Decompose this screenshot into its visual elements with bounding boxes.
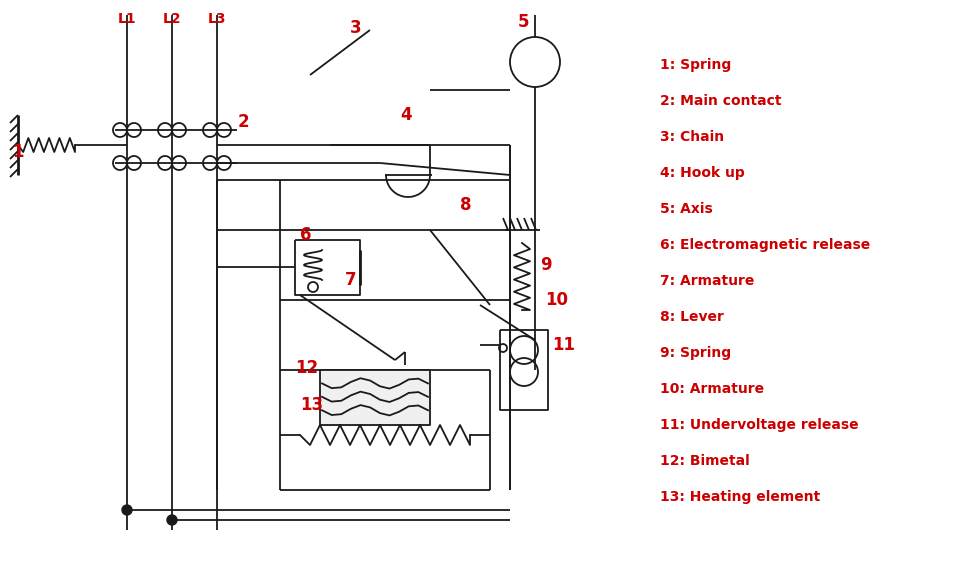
Circle shape	[122, 505, 132, 515]
Text: 3: 3	[350, 19, 362, 37]
Text: 6: 6	[300, 226, 311, 244]
Text: 10: 10	[545, 291, 568, 309]
Text: 7: Armature: 7: Armature	[660, 274, 754, 288]
Text: 5: Axis: 5: Axis	[660, 202, 713, 216]
Text: 3: Chain: 3: Chain	[660, 130, 724, 144]
Text: 6: Electromagnetic release: 6: Electromagnetic release	[660, 238, 870, 252]
Text: L3: L3	[208, 12, 227, 26]
Text: 1: 1	[12, 143, 23, 161]
Text: 11: 11	[552, 336, 575, 354]
Text: 7: 7	[345, 271, 357, 289]
Text: 4: Hook up: 4: Hook up	[660, 166, 744, 180]
Text: 9: 9	[540, 256, 552, 274]
Text: 13: 13	[300, 396, 323, 414]
Circle shape	[167, 515, 177, 525]
Text: 10: Armature: 10: Armature	[660, 382, 764, 396]
Text: 2: Main contact: 2: Main contact	[660, 94, 781, 108]
Text: L2: L2	[162, 12, 181, 26]
Text: 9: Spring: 9: Spring	[660, 346, 731, 360]
Text: 8: 8	[460, 196, 472, 214]
Text: 8: Lever: 8: Lever	[660, 310, 724, 324]
Text: 11: Undervoltage release: 11: Undervoltage release	[660, 418, 858, 432]
Text: 13: Heating element: 13: Heating element	[660, 490, 820, 504]
Text: 4: 4	[400, 106, 412, 124]
Text: 1: Spring: 1: Spring	[660, 58, 732, 72]
Polygon shape	[320, 370, 430, 425]
Text: 12: Bimetal: 12: Bimetal	[660, 454, 750, 468]
Text: 5: 5	[518, 13, 529, 31]
Text: 2: 2	[238, 113, 250, 131]
Text: L1: L1	[118, 12, 136, 26]
Text: 12: 12	[295, 359, 318, 377]
